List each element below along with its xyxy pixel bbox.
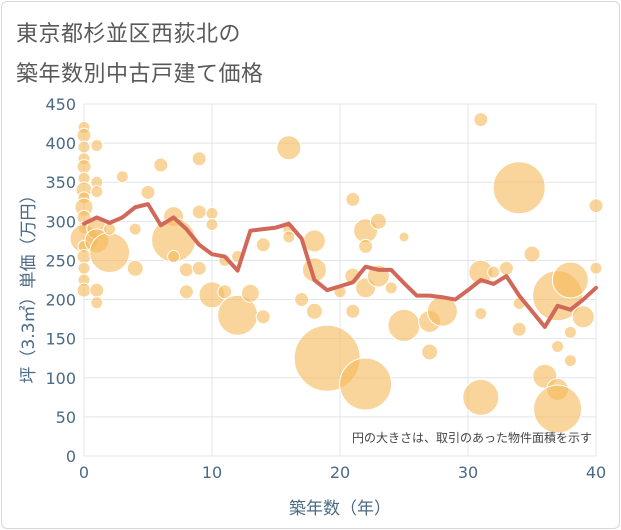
bubble-point bbox=[551, 261, 589, 299]
x-tick-labels: 0 10 20 30 40 bbox=[79, 463, 606, 482]
bubble-series bbox=[69, 112, 604, 434]
bubble-point bbox=[140, 184, 156, 200]
bubble-point bbox=[255, 309, 271, 325]
bubble-point bbox=[511, 321, 527, 337]
x-axis-title: 築年数（年） bbox=[289, 499, 391, 519]
bubble-point bbox=[89, 282, 105, 298]
y-tick-label: 150 bbox=[45, 330, 76, 349]
bubble-point bbox=[294, 292, 310, 308]
bubble-point bbox=[191, 260, 207, 276]
y-tick-label: 0 bbox=[66, 447, 76, 466]
x-tick-label: 40 bbox=[586, 463, 606, 482]
bubble-point bbox=[217, 284, 233, 300]
bubble-point bbox=[167, 250, 181, 264]
bubble-point bbox=[571, 305, 595, 329]
bubble-point bbox=[76, 159, 92, 175]
bubble-point bbox=[533, 384, 583, 434]
bubble-point bbox=[178, 284, 194, 300]
bubble-point bbox=[76, 127, 92, 143]
bubble-point bbox=[191, 204, 207, 220]
bubble-point bbox=[345, 303, 361, 319]
bubble-point bbox=[90, 138, 104, 152]
bubble-point bbox=[563, 325, 577, 339]
y-tick-label: 350 bbox=[45, 173, 76, 192]
bubble-point bbox=[76, 282, 92, 298]
bubble-point bbox=[240, 283, 260, 303]
bubble-point bbox=[589, 261, 603, 275]
x-tick-label: 10 bbox=[202, 463, 222, 482]
bubble-point bbox=[276, 135, 302, 161]
bubble-point bbox=[369, 212, 387, 230]
bubble-point bbox=[588, 198, 604, 214]
x-tick-label: 30 bbox=[458, 463, 478, 482]
chart-title-line1: 東京都杉並区西荻北の bbox=[16, 22, 242, 47]
y-tick-label: 400 bbox=[45, 134, 76, 153]
bubble-point bbox=[115, 170, 129, 184]
bubble-point bbox=[77, 140, 91, 154]
bubble-point bbox=[89, 232, 131, 274]
bubble-point bbox=[462, 378, 500, 416]
bubble-point bbox=[398, 231, 410, 243]
y-tick-label: 50 bbox=[56, 408, 76, 427]
bubble-point bbox=[498, 260, 514, 276]
bubble-point bbox=[384, 281, 398, 295]
bubble-size-note: 円の大きさは、取引のあった物件面積を示す bbox=[352, 430, 592, 445]
chart-title-line2: 築年数別中古戸建て価格 bbox=[16, 62, 264, 87]
average-price-line bbox=[82, 202, 598, 329]
y-tick-label: 450 bbox=[45, 95, 76, 114]
y-tick-labels: 0 50 100 150 200 250 300 350 400 450 bbox=[45, 95, 76, 466]
bubble-point bbox=[345, 191, 361, 207]
bubble-point bbox=[255, 237, 271, 253]
bubble-point bbox=[205, 207, 219, 221]
bubble-point bbox=[90, 296, 104, 310]
bubble-point bbox=[492, 161, 546, 215]
bubble-point bbox=[128, 222, 142, 236]
bubble-point bbox=[103, 222, 117, 236]
bubble-point bbox=[339, 357, 393, 411]
bubble-point bbox=[153, 157, 169, 173]
bubble-point bbox=[474, 307, 488, 321]
bubble-point bbox=[421, 343, 439, 361]
bubble-point bbox=[178, 262, 194, 278]
bubble-point bbox=[90, 185, 104, 199]
bubble-point bbox=[205, 217, 219, 231]
bubble-point bbox=[77, 261, 91, 275]
bubble-point bbox=[487, 265, 501, 279]
x-tick-label: 0 bbox=[79, 463, 89, 482]
x-tick-label: 20 bbox=[330, 463, 350, 482]
y-tick-label: 200 bbox=[45, 291, 76, 310]
y-tick-label: 100 bbox=[45, 369, 76, 388]
y-axis-title: 坪（3.3㎡）単価（万円） bbox=[19, 186, 39, 383]
bubble-point bbox=[191, 151, 207, 167]
y-tick-label: 250 bbox=[45, 251, 76, 270]
bubble-point bbox=[473, 112, 489, 128]
bubble-point bbox=[126, 259, 144, 277]
bubble-point bbox=[358, 238, 374, 254]
bubble-point bbox=[305, 302, 323, 320]
bubble-point bbox=[563, 354, 577, 368]
bubble-point bbox=[76, 249, 92, 265]
y-tick-label: 300 bbox=[45, 212, 76, 231]
bubble-point bbox=[551, 339, 565, 353]
bubble-point bbox=[282, 230, 296, 244]
bubble-point bbox=[387, 308, 421, 342]
bubble-point bbox=[523, 245, 541, 263]
